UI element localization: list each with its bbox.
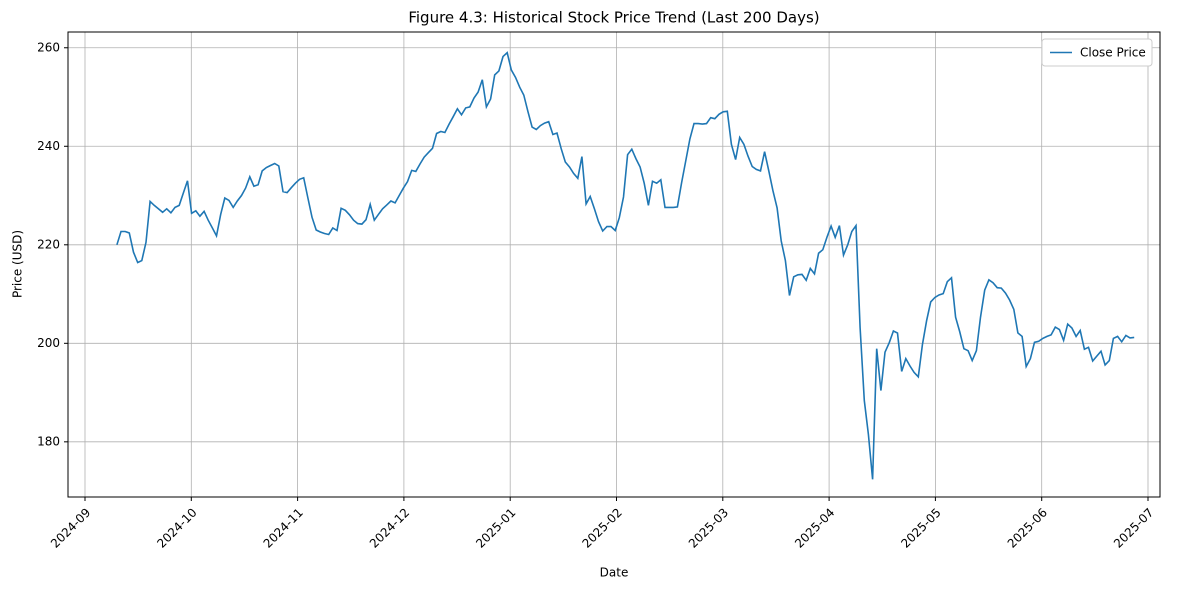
chart-title: Figure 4.3: Historical Stock Price Trend…: [408, 9, 819, 27]
x-tick-label: 2025-04: [792, 505, 837, 550]
plot-frame: [67, 31, 1161, 498]
x-tick-label: 2024-09: [48, 505, 93, 550]
x-tick-label: 2025-05: [898, 505, 943, 550]
line-series: [116, 51, 1135, 480]
x-tick-label: 2025-02: [579, 505, 624, 550]
x-tick-label: 2025-07: [1111, 505, 1156, 550]
x-tick-label: 2025-03: [686, 505, 731, 550]
y-tick-label: 220: [37, 237, 60, 251]
y-axis-label: Price (USD): [11, 230, 25, 298]
x-axis-label: Date: [600, 566, 629, 580]
legend-box: [1041, 38, 1153, 67]
y-tick-label: 240: [37, 139, 60, 153]
x-tick-label: 2025-01: [473, 505, 518, 550]
y-tick-label: 200: [37, 336, 60, 350]
y-tick-label: 180: [37, 434, 60, 448]
legend-label: Close Price: [1080, 46, 1146, 60]
x-tick-label: 2024-11: [261, 505, 306, 550]
x-tick-label: 2025-06: [1005, 505, 1050, 550]
x-tick-label: 2024-12: [367, 505, 412, 550]
x-tick-label: 2024-10: [154, 505, 199, 550]
y-tick-label: 260: [37, 40, 60, 54]
